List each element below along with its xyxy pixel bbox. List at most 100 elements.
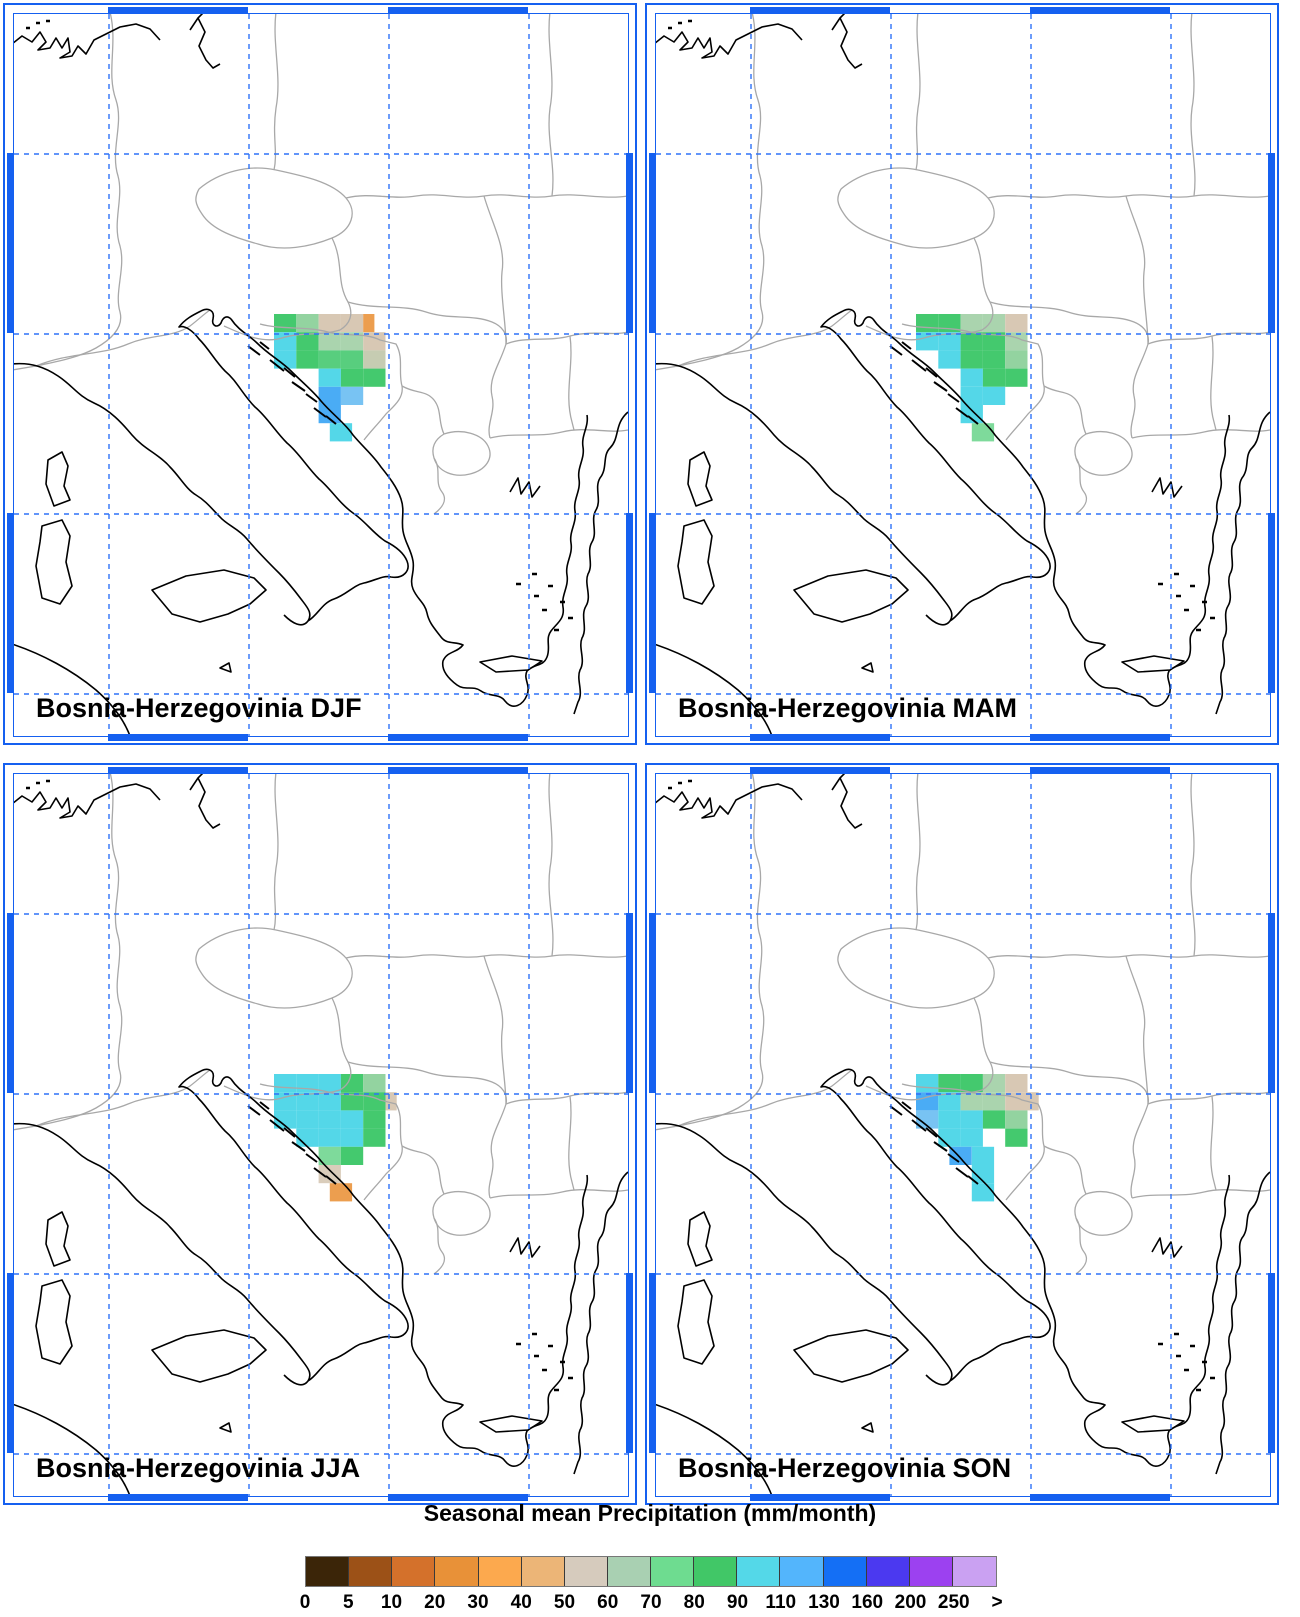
- frame-tick-band: [1030, 1494, 1170, 1501]
- frame-tick-band: [626, 1273, 633, 1453]
- precip-cell: [971, 1146, 995, 1165]
- map-panel-mam: Bosnia-Herzegovinia MAM: [645, 3, 1279, 745]
- precip-cell: [318, 386, 341, 405]
- colorbar-tick-label: 160: [851, 1592, 884, 1613]
- precip-cell: [363, 350, 386, 369]
- precip-cell: [960, 368, 983, 387]
- colorbar-swatch: [909, 1557, 953, 1586]
- precip-cell: [960, 314, 983, 333]
- coastlines: [14, 774, 628, 1496]
- map-panel-son: Bosnia-Herzegovinia SON: [645, 763, 1279, 1505]
- colorbar-tick-label: 20: [424, 1592, 446, 1613]
- precip-cell: [1027, 1092, 1039, 1111]
- precip-cell: [960, 405, 983, 424]
- precip-cell: [971, 1183, 995, 1202]
- frame-tick-band: [649, 153, 656, 333]
- map-svg: [14, 14, 628, 736]
- colorbar-swatch: [392, 1557, 436, 1586]
- precip-cell: [916, 1074, 939, 1093]
- precip-cell: [274, 314, 297, 333]
- precip-cell: [340, 368, 364, 387]
- frame-tick-band: [7, 1273, 14, 1453]
- precip-cell: [938, 350, 961, 369]
- precip-cell: [982, 368, 1006, 387]
- panel-title: Bosnia-Herzegovinia MAM: [678, 693, 1018, 723]
- coastlines: [656, 14, 1270, 736]
- precip-cell: [340, 1128, 364, 1147]
- colorbar-tick-label: 40: [510, 1592, 532, 1613]
- precip-cell: [938, 1092, 961, 1111]
- colorbar-swatch: [306, 1557, 350, 1586]
- map-area: Bosnia-Herzegovinia MAM: [655, 13, 1271, 737]
- precip-cell: [982, 332, 1006, 351]
- country-borders: [14, 774, 628, 1275]
- precip-cell: [982, 386, 1006, 405]
- precip-cell: [318, 314, 341, 333]
- precip-cell: [318, 1128, 341, 1147]
- frame-tick-band: [1268, 913, 1275, 1093]
- precip-cell: [340, 1092, 364, 1111]
- precip-cell: [340, 332, 364, 351]
- precip-cell: [274, 350, 297, 369]
- colorbar-swatch: [780, 1557, 824, 1586]
- precip-cell: [340, 314, 364, 333]
- colorbar-tick-label: 10: [380, 1592, 403, 1613]
- colorbar-tick-label: 200: [894, 1592, 927, 1613]
- precip-cell: [982, 1074, 1006, 1093]
- precip-cell: [329, 1183, 353, 1202]
- frame-tick-band: [108, 767, 248, 774]
- precip-cell: [318, 1165, 341, 1184]
- precip-cell: [960, 332, 983, 351]
- frame-tick-band: [1030, 7, 1170, 14]
- precip-cell: [274, 1074, 297, 1093]
- frame-tick-band: [626, 153, 633, 333]
- precip-cell: [340, 1146, 364, 1165]
- precip-cell: [296, 1092, 319, 1111]
- colorbar-tick-label: 130: [808, 1592, 840, 1613]
- precip-cell: [1005, 314, 1028, 333]
- precip-cell: [363, 1092, 386, 1111]
- colorbar-tick-label: 110: [765, 1592, 797, 1613]
- precip-cell: [982, 350, 1006, 369]
- precip-cell: [1005, 332, 1028, 351]
- graticule: [656, 774, 1270, 1496]
- precip-cell: [318, 1146, 341, 1165]
- frame-tick-band: [649, 1273, 656, 1453]
- islands: [889, 341, 979, 425]
- colorbar-tick-label: 30: [467, 1592, 489, 1613]
- frame-tick-band: [388, 7, 528, 14]
- precip-cell: [340, 1110, 364, 1129]
- precip-cell: [960, 350, 983, 369]
- precip-cell: [960, 1092, 983, 1111]
- precip-cell: [960, 1110, 983, 1129]
- precip-cell: [296, 314, 319, 333]
- colorbar-tick-label: 5: [342, 1592, 354, 1613]
- colorbar-swatch: [694, 1557, 738, 1586]
- precip-cell: [960, 1074, 983, 1093]
- colorbar-swatch: [478, 1557, 522, 1586]
- cell-layer: [916, 314, 1028, 442]
- colorbar-swatch: [737, 1557, 781, 1586]
- cell-layer: [274, 1074, 397, 1202]
- frame-tick-band: [649, 913, 656, 1093]
- colorbar-swatch: [435, 1557, 479, 1586]
- map-area: Bosnia-Herzegovinia SON: [655, 773, 1271, 1497]
- frame-tick-band: [388, 1494, 528, 1501]
- precip-cell: [296, 1074, 319, 1093]
- precip-cell: [318, 1074, 341, 1093]
- colorbar-swatch: [651, 1557, 695, 1586]
- precip-cell: [318, 350, 341, 369]
- graticule: [656, 14, 1270, 736]
- frame-tick-band: [626, 513, 633, 693]
- precip-cell: [982, 1092, 1006, 1111]
- precip-cell: [1005, 368, 1028, 387]
- colorbar-tick-label: >: [991, 1592, 1003, 1613]
- country-borders: [656, 774, 1270, 1275]
- colorbar-swatch: [349, 1557, 393, 1586]
- precip-cell: [938, 1128, 961, 1147]
- frame-tick-band: [108, 1494, 248, 1501]
- precip-cell: [296, 350, 319, 369]
- precip-cell: [916, 314, 939, 333]
- country-borders: [14, 14, 628, 515]
